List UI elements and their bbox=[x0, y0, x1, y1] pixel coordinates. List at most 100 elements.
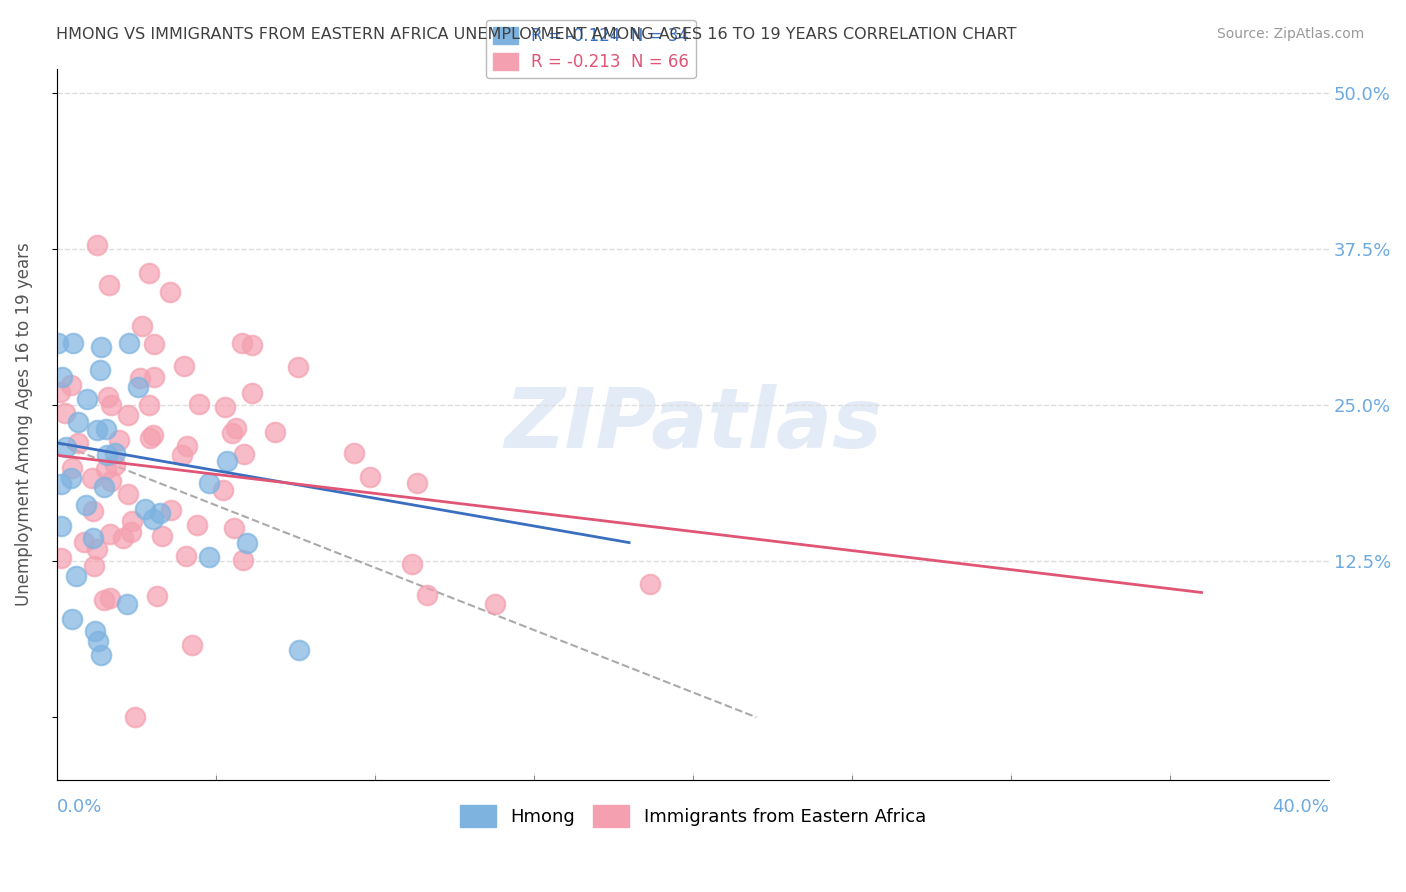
Point bbox=[142, 336, 165, 351]
Point bbox=[359, 470, 381, 484]
Point bbox=[89, 363, 111, 377]
Point bbox=[117, 486, 139, 500]
Y-axis label: Unemployment Among Ages 16 to 19 years: Unemployment Among Ages 16 to 19 years bbox=[15, 243, 32, 606]
Point bbox=[138, 266, 160, 280]
Point bbox=[401, 558, 423, 572]
Point bbox=[138, 398, 160, 412]
Point bbox=[86, 237, 108, 252]
Point bbox=[87, 633, 110, 648]
Point bbox=[97, 390, 120, 404]
Point bbox=[82, 532, 104, 546]
Point bbox=[139, 431, 162, 445]
Point bbox=[100, 398, 122, 412]
Point bbox=[128, 371, 150, 385]
Point bbox=[198, 550, 221, 565]
Point bbox=[215, 454, 238, 468]
Point bbox=[150, 529, 173, 543]
Point bbox=[173, 359, 195, 373]
Point bbox=[233, 446, 256, 460]
Point bbox=[62, 336, 84, 351]
Point bbox=[214, 401, 236, 415]
Point bbox=[75, 498, 97, 512]
Text: Source: ZipAtlas.com: Source: ZipAtlas.com bbox=[1216, 27, 1364, 41]
Point bbox=[638, 577, 661, 591]
Point bbox=[67, 415, 90, 429]
Point bbox=[131, 319, 153, 334]
Point bbox=[82, 504, 104, 518]
Point bbox=[83, 624, 105, 639]
Point bbox=[212, 483, 235, 498]
Legend: Hmong, Immigrants from Eastern Africa: Hmong, Immigrants from Eastern Africa bbox=[453, 798, 934, 835]
Point bbox=[86, 541, 108, 556]
Point bbox=[49, 384, 72, 399]
Text: HMONG VS IMMIGRANTS FROM EASTERN AFRICA UNEMPLOYMENT AMONG AGES 16 TO 19 YEARS C: HMONG VS IMMIGRANTS FROM EASTERN AFRICA … bbox=[56, 27, 1017, 42]
Point bbox=[118, 336, 141, 351]
Point bbox=[117, 408, 139, 422]
Point bbox=[98, 591, 121, 606]
Point bbox=[73, 535, 96, 549]
Point bbox=[86, 423, 108, 437]
Point bbox=[51, 551, 73, 566]
Point bbox=[142, 428, 165, 442]
Point bbox=[120, 524, 142, 539]
Point bbox=[416, 588, 439, 602]
Point bbox=[51, 519, 73, 533]
Point bbox=[49, 477, 72, 491]
Point bbox=[242, 338, 264, 352]
Point bbox=[94, 422, 117, 436]
Point bbox=[180, 638, 202, 652]
Point bbox=[60, 461, 83, 475]
Point bbox=[134, 501, 156, 516]
Point bbox=[65, 569, 87, 583]
Point bbox=[127, 380, 149, 394]
Point bbox=[176, 549, 198, 563]
Point bbox=[104, 446, 127, 460]
Point bbox=[142, 512, 165, 526]
Point bbox=[76, 392, 98, 406]
Point bbox=[142, 370, 165, 384]
Point bbox=[90, 340, 112, 354]
Point bbox=[225, 421, 247, 435]
Point bbox=[53, 405, 76, 419]
Point bbox=[406, 475, 429, 490]
Point bbox=[97, 277, 120, 292]
Point bbox=[287, 359, 309, 374]
Point bbox=[222, 521, 245, 535]
Point bbox=[176, 439, 198, 453]
Point bbox=[159, 285, 181, 299]
Point bbox=[160, 503, 183, 517]
Point bbox=[115, 597, 138, 611]
Point bbox=[111, 531, 134, 545]
Point bbox=[96, 448, 118, 462]
Text: ZIPatlas: ZIPatlas bbox=[503, 384, 882, 465]
Point bbox=[146, 589, 169, 603]
Point bbox=[93, 480, 115, 494]
Point bbox=[231, 335, 253, 350]
Point bbox=[100, 475, 122, 489]
Point bbox=[187, 397, 209, 411]
Text: 40.0%: 40.0% bbox=[1272, 798, 1329, 816]
Point bbox=[98, 527, 121, 541]
Point bbox=[124, 710, 146, 724]
Text: 0.0%: 0.0% bbox=[56, 798, 103, 816]
Point bbox=[60, 471, 83, 485]
Point bbox=[288, 643, 311, 657]
Point bbox=[83, 558, 105, 573]
Point bbox=[55, 440, 77, 454]
Point bbox=[60, 612, 83, 626]
Point bbox=[60, 377, 83, 392]
Point bbox=[66, 435, 89, 450]
Point bbox=[232, 553, 254, 567]
Point bbox=[104, 458, 127, 472]
Point bbox=[484, 597, 506, 611]
Point bbox=[236, 536, 259, 550]
Point bbox=[121, 515, 143, 529]
Point bbox=[198, 475, 221, 490]
Point bbox=[264, 425, 287, 440]
Point bbox=[90, 648, 112, 662]
Point bbox=[51, 370, 73, 384]
Point bbox=[186, 517, 208, 532]
Point bbox=[149, 506, 172, 520]
Point bbox=[46, 336, 69, 351]
Point bbox=[96, 462, 118, 476]
